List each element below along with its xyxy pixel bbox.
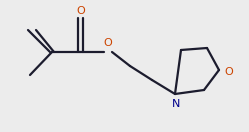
- Text: O: O: [77, 6, 85, 16]
- Text: O: O: [104, 38, 112, 48]
- Text: O: O: [225, 67, 233, 77]
- Text: N: N: [172, 99, 180, 109]
